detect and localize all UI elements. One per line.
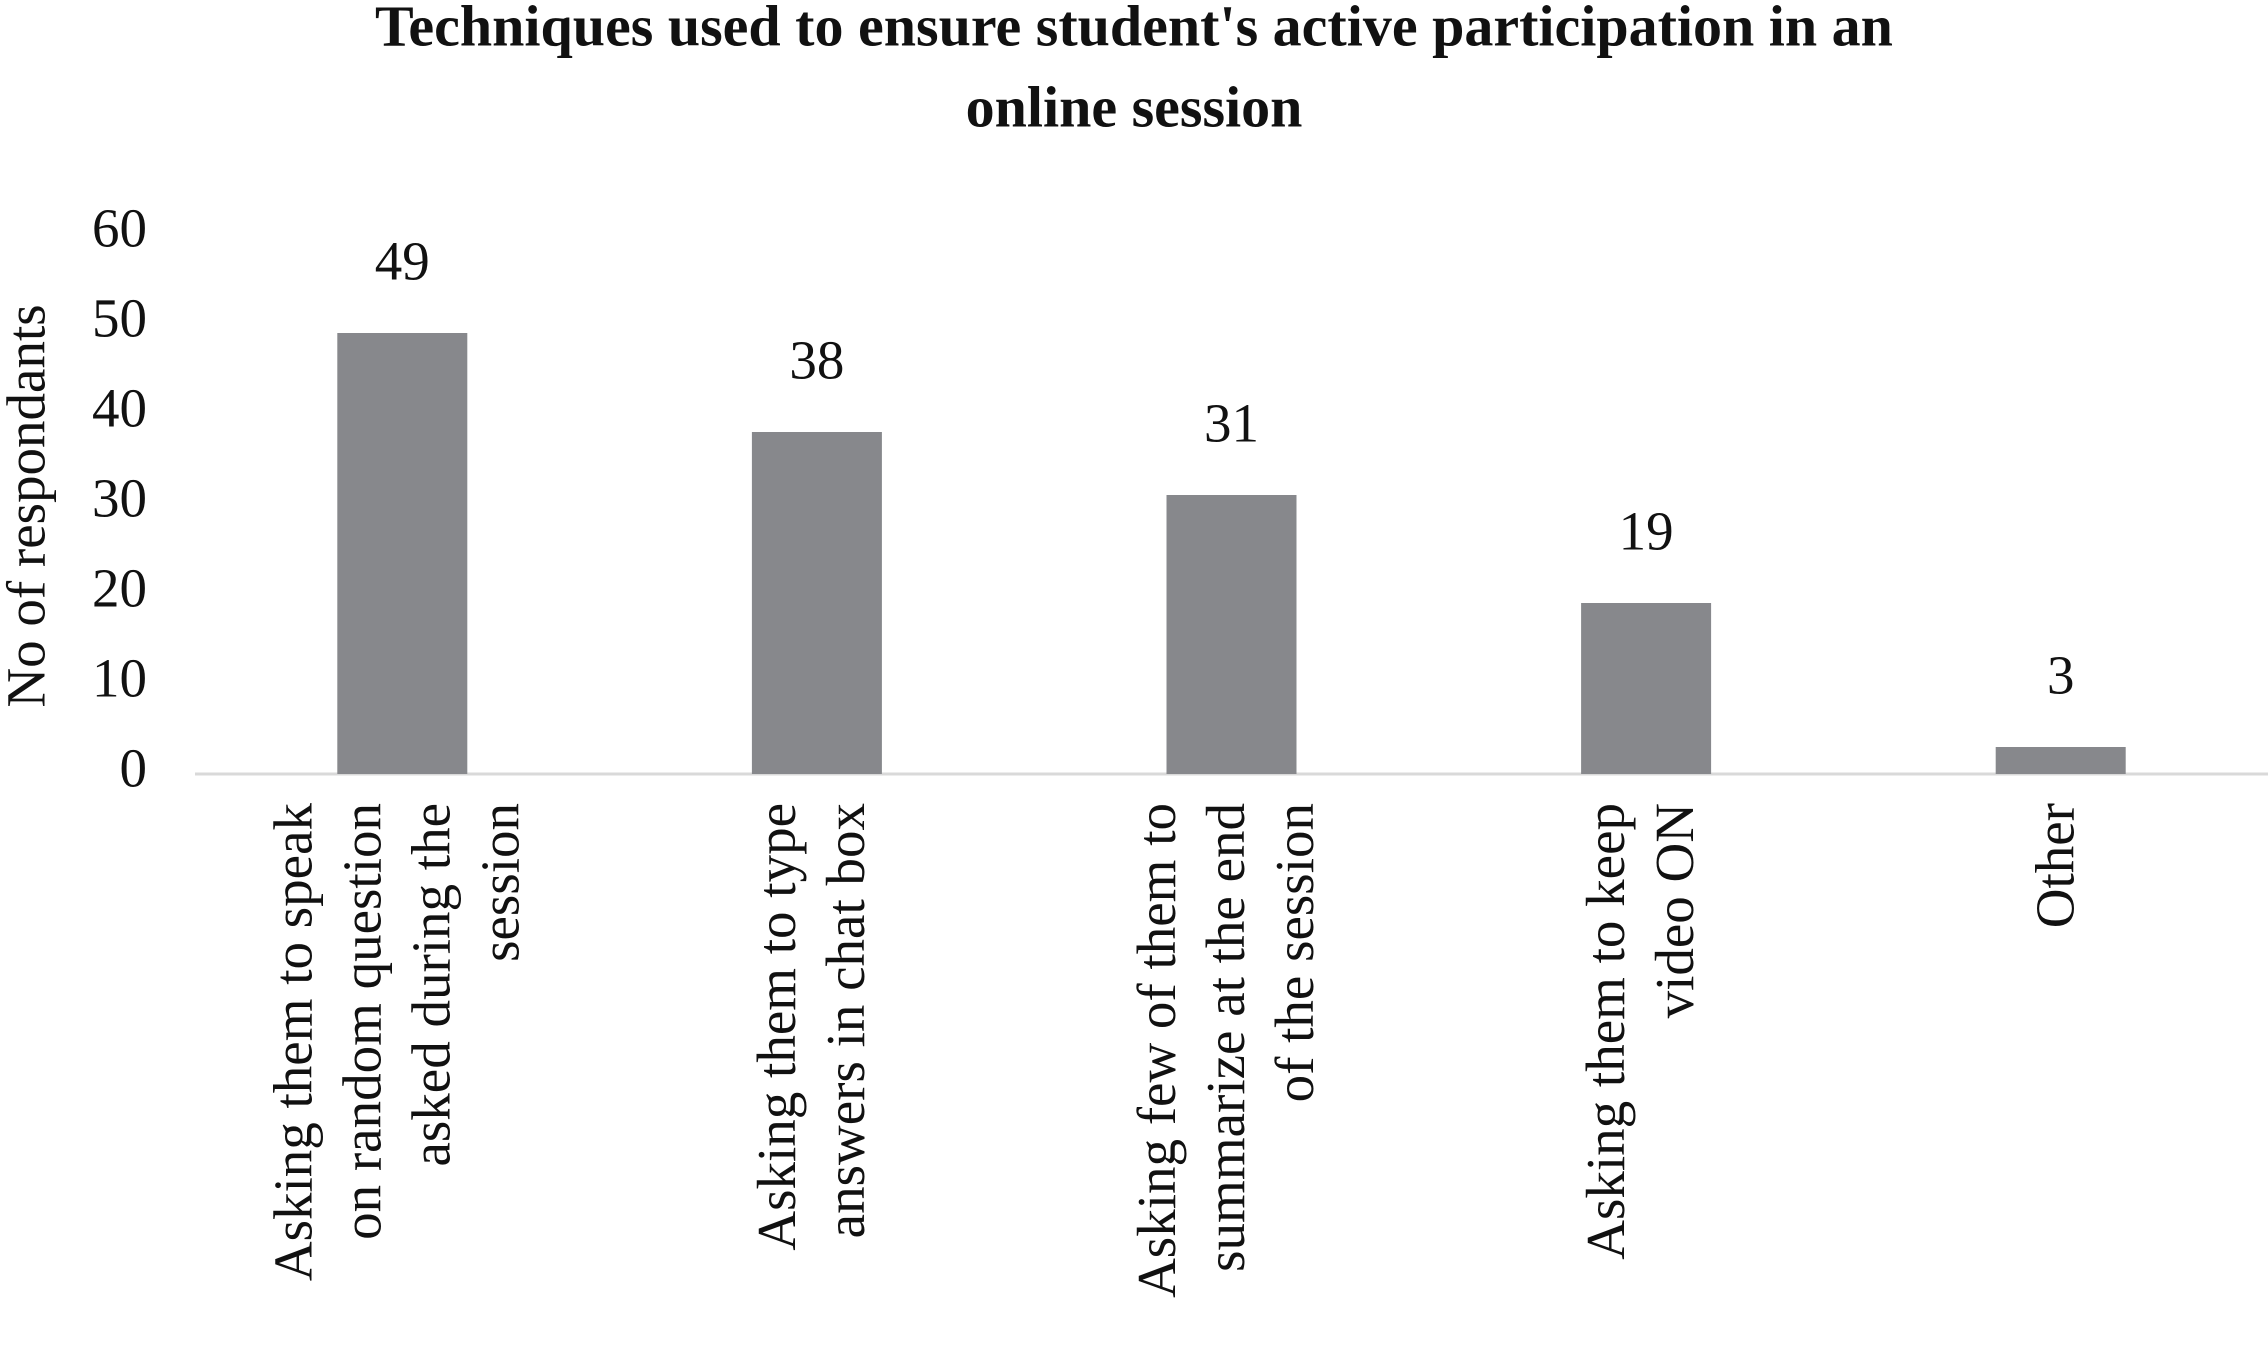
data-label: 31 <box>1204 393 1259 454</box>
y-tick-label: 60 <box>92 198 147 259</box>
x-tick-label: Asking them to speak <box>262 803 323 1282</box>
bar <box>1166 495 1297 774</box>
bar <box>1995 747 2126 774</box>
x-tick-label: Asking few of them to <box>1126 803 1187 1298</box>
bar <box>751 432 882 774</box>
x-tick-label: Asking them to type <box>746 803 807 1251</box>
y-axis-label: No of respondants <box>0 304 57 707</box>
data-label: 38 <box>789 330 844 391</box>
x-tick-label: summarize at the end <box>1195 803 1256 1272</box>
x-tick-label: answers in chat box <box>815 803 876 1238</box>
x-tick-label: session <box>469 803 530 962</box>
data-label: 49 <box>375 231 430 292</box>
y-tick-label: 20 <box>92 558 147 619</box>
y-tick-label: 40 <box>92 378 147 439</box>
y-tick-label: 30 <box>92 468 147 529</box>
x-tick-label: of the session <box>1264 803 1325 1102</box>
x-tick-label: asked during the <box>400 803 461 1167</box>
y-tick-label: 0 <box>120 738 148 799</box>
bar <box>1581 603 1712 774</box>
x-tick-label: Asking them to keep <box>1575 803 1636 1260</box>
y-tick-label: 10 <box>92 648 147 709</box>
x-tick-label: Other <box>2024 803 2085 928</box>
data-label: 19 <box>1619 501 1674 562</box>
bar <box>337 333 468 774</box>
y-tick-label: 50 <box>92 288 147 349</box>
data-label: 3 <box>2047 645 2075 706</box>
x-tick-label: on random question <box>331 803 392 1240</box>
chart-title: online session <box>966 74 1303 139</box>
x-tick-label: video ON <box>1644 803 1705 1018</box>
chart-title: Techniques used to ensure student's acti… <box>375 0 1893 58</box>
